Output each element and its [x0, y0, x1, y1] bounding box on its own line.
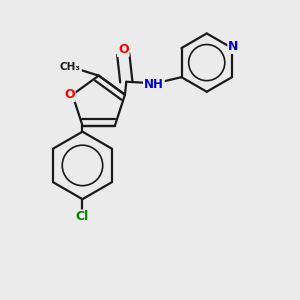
- Text: NH: NH: [144, 78, 164, 91]
- Text: CH₃: CH₃: [60, 62, 81, 72]
- Text: O: O: [64, 88, 75, 101]
- Text: Cl: Cl: [76, 211, 89, 224]
- Text: O: O: [118, 43, 128, 56]
- Text: N: N: [228, 40, 239, 53]
